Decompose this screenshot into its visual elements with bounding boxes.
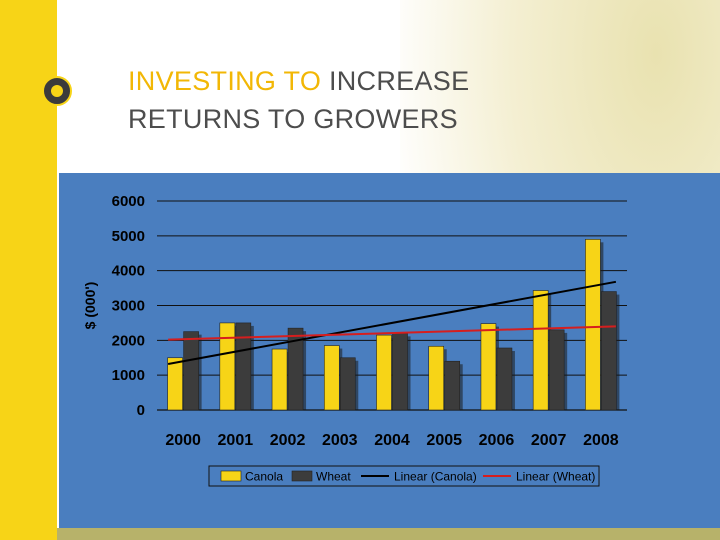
bar-wheat xyxy=(548,329,565,411)
bar-canola xyxy=(480,323,497,411)
trendline-canola xyxy=(167,280,617,366)
bar-canola xyxy=(428,345,445,411)
bar-canola xyxy=(532,290,549,411)
title-accent: INVESTING TO xyxy=(128,66,322,96)
y-tick-label: 6000 xyxy=(112,193,145,210)
legend-label-linear-canola: Linear (Canola) xyxy=(394,470,477,484)
x-tick-label: 2007 xyxy=(531,432,567,449)
bar-wheat xyxy=(339,357,356,411)
bar-canola xyxy=(167,357,183,411)
canola-flower-logo-icon xyxy=(42,76,72,106)
logo-flower-center xyxy=(51,85,63,97)
bar-canola xyxy=(585,239,601,411)
x-tick-label: 2005 xyxy=(426,432,462,449)
y-tick-label: 2000 xyxy=(112,332,145,349)
bar-wheat xyxy=(496,347,513,411)
y-tick-label: 1000 xyxy=(112,367,145,384)
legend-swatch-wheat xyxy=(291,470,313,482)
bar-wheat xyxy=(444,360,461,411)
x-tick-label: 2003 xyxy=(322,432,358,449)
bottom-photo-strip xyxy=(57,528,720,540)
revenue-chart: 0 1000 2000 3000 4000 5000 6000 $ (000') 2000 200… xyxy=(82,193,627,487)
bar-wheat xyxy=(601,291,617,411)
legend-swatch-canola xyxy=(220,470,242,482)
y-tick-label: 5000 xyxy=(112,228,145,245)
x-tick-label: 2006 xyxy=(479,432,515,449)
bar-canola xyxy=(376,334,392,411)
x-tick-label: 2000 xyxy=(165,432,201,449)
bar-canola xyxy=(271,348,288,411)
y-tick-label: 4000 xyxy=(112,263,145,280)
x-tick-label: 2004 xyxy=(374,432,410,449)
bar-canola xyxy=(219,322,236,411)
bar-canola xyxy=(323,345,340,411)
bar-wheat xyxy=(287,327,304,411)
title-rest: INCREASE xyxy=(328,66,470,96)
x-tick-label: 2008 xyxy=(583,432,619,449)
legend-label-wheat: Wheat xyxy=(316,470,351,484)
y-tick-label: 3000 xyxy=(112,298,145,315)
x-tick-label: 2001 xyxy=(218,432,254,449)
legend-label-canola: Canola xyxy=(245,470,283,484)
bar-wheat xyxy=(235,322,252,411)
title-line-2: RETURNS TO GROWERS xyxy=(128,104,458,134)
x-tick-label: 2002 xyxy=(270,432,306,449)
y-axis-label: $ (000') xyxy=(82,282,98,330)
bar-wheat xyxy=(392,333,408,411)
y-tick-label: 0 xyxy=(137,402,145,419)
bar-wheat xyxy=(183,331,199,411)
trendline-wheat xyxy=(168,325,616,341)
slide-title: INVESTING TO INCREASE RETURNS TO GROWERS xyxy=(128,62,469,138)
legend-label-linear-wheat: Linear (Wheat) xyxy=(516,470,595,484)
